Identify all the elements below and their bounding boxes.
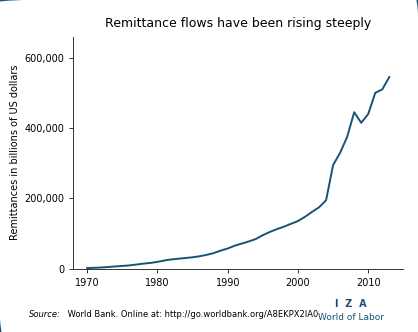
Title: Remittance flows have been rising steeply: Remittance flows have been rising steepl…	[105, 17, 371, 30]
Text: I  Z  A: I Z A	[335, 299, 367, 309]
Text: Source:: Source:	[29, 310, 61, 319]
Text: World Bank. Online at: http://go.worldbank.org/A8EKPX2IA0: World Bank. Online at: http://go.worldba…	[65, 310, 318, 319]
Y-axis label: Remittances in billions of US dollars: Remittances in billions of US dollars	[10, 65, 20, 240]
Text: World of Labor: World of Labor	[318, 313, 384, 322]
